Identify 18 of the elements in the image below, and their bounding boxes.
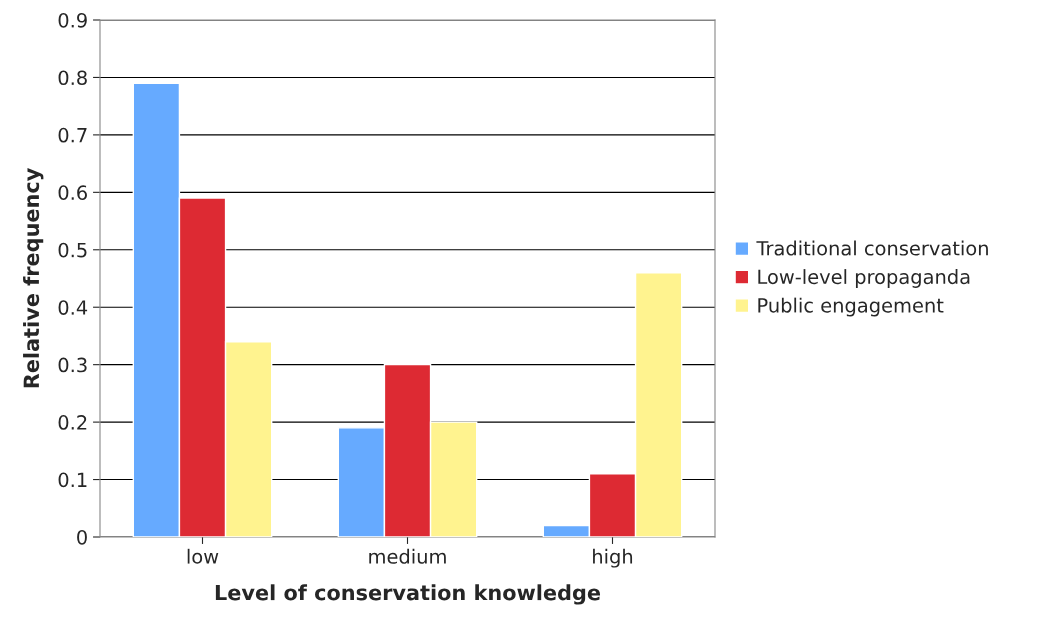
- y-tick-label: 0.5: [58, 242, 87, 258]
- y-tick-label: 0.1: [58, 472, 87, 488]
- x-tick-label: high: [593, 548, 633, 568]
- x-tick-label: medium: [369, 548, 446, 564]
- y-tick-label: 0.2: [58, 415, 87, 430]
- y-tick-label: 0.8: [58, 70, 87, 86]
- y-tick-label: 0.6: [58, 185, 87, 200]
- y-tick-label: 0.4: [58, 300, 88, 315]
- legend-label: Public engagement: [758, 297, 944, 317]
- y-tick-label: 0.7: [58, 127, 87, 143]
- y-tick-label: 0.3: [58, 357, 87, 373]
- legend-label: Low-level propaganda: [758, 269, 970, 288]
- x-tick-label: low: [187, 548, 219, 564]
- legend-label: Traditional conservation: [756, 240, 988, 256]
- y-tick-label: 0.9: [58, 12, 87, 28]
- x-axis-title: Level of conservation knowledge: [215, 584, 601, 605]
- y-axis-title: Relative frequency: [23, 168, 44, 388]
- y-tick-label: 0: [77, 529, 87, 545]
